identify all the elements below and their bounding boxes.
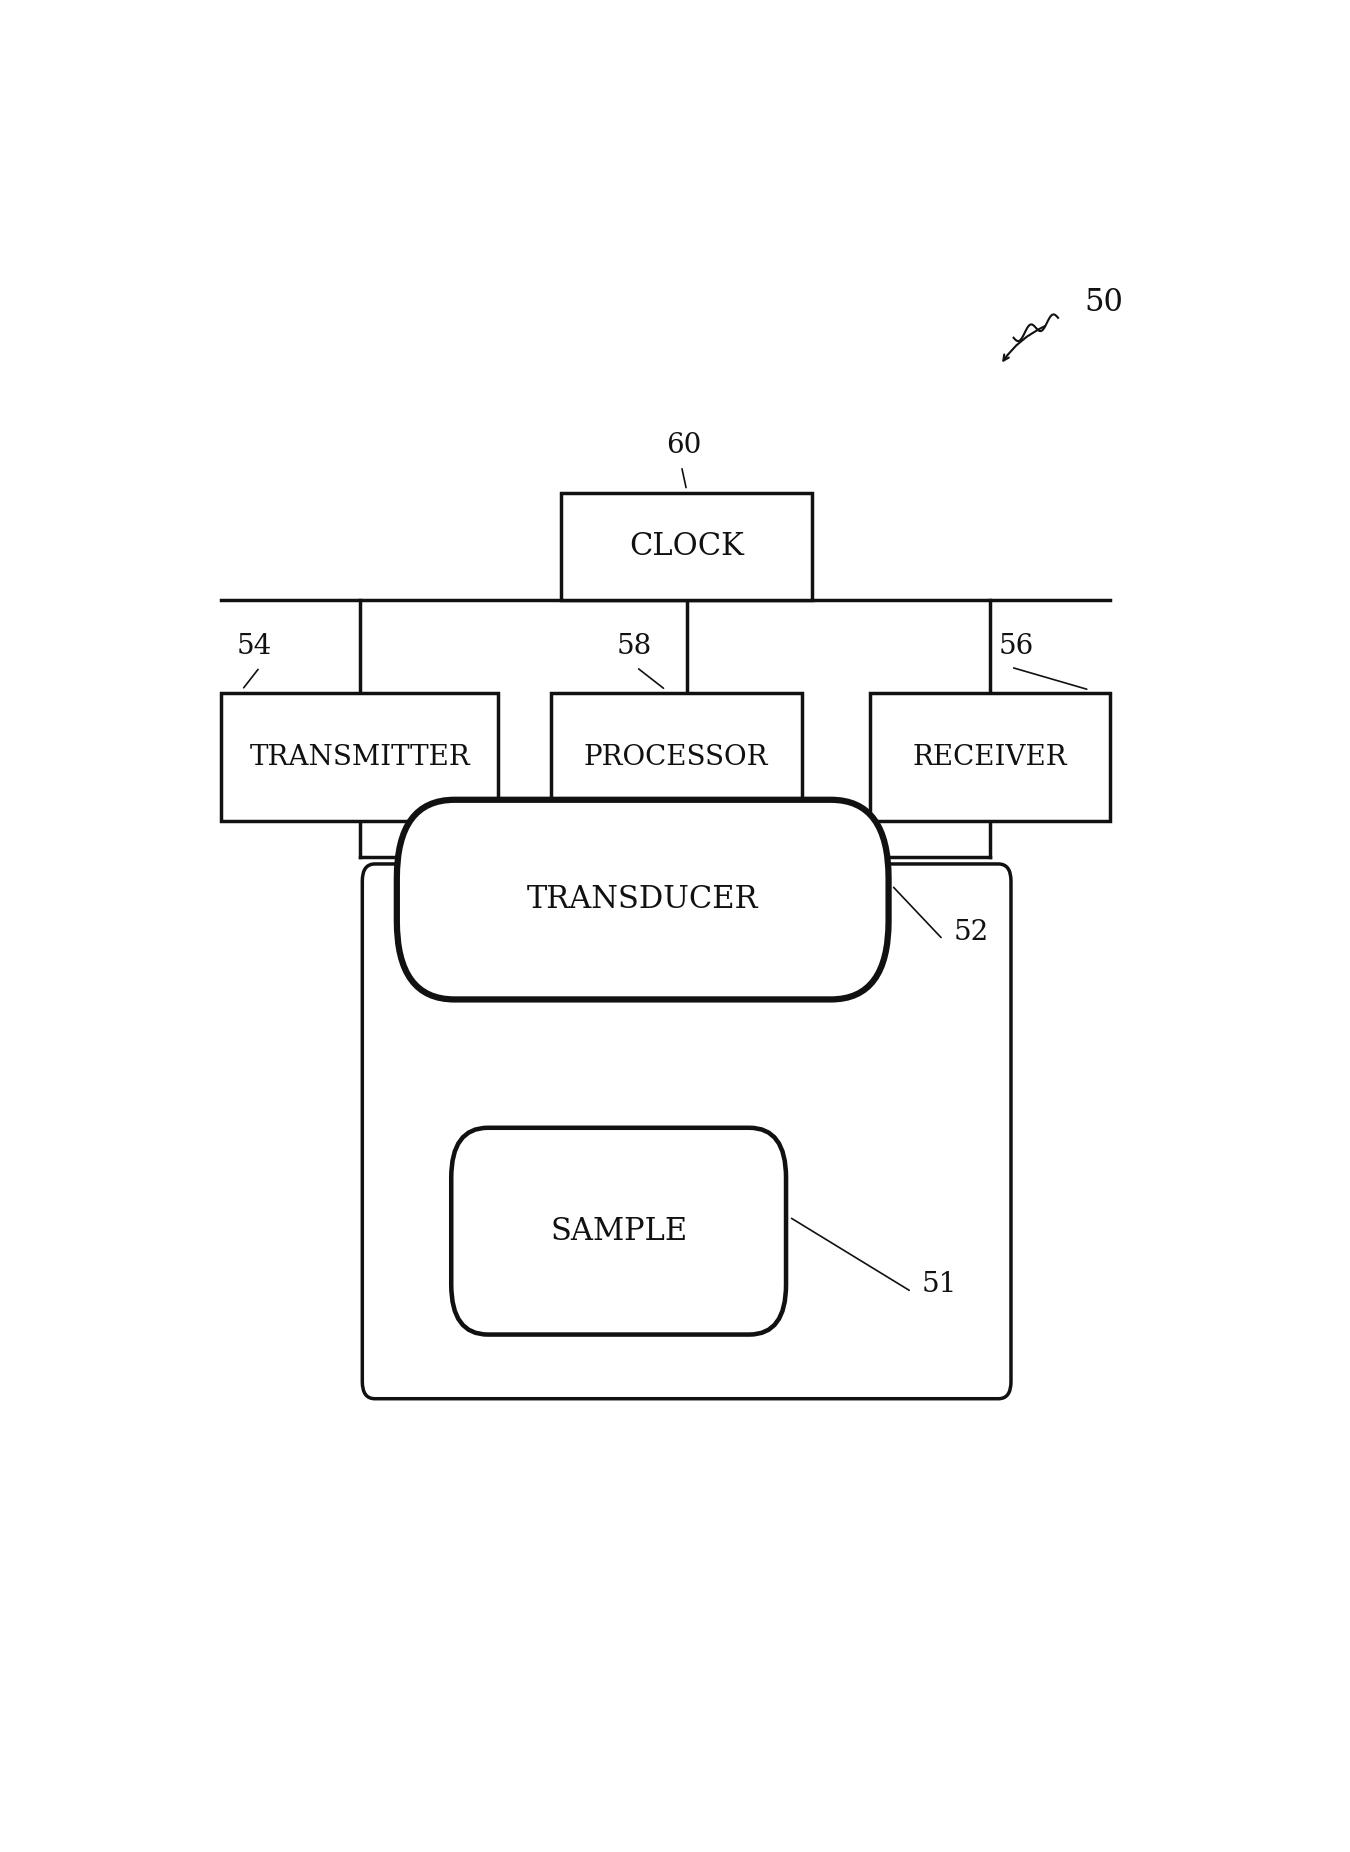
Bar	[551, 693, 802, 820]
Text: CLOCK: CLOCK	[629, 532, 744, 563]
FancyBboxPatch shape	[362, 863, 1011, 1398]
FancyBboxPatch shape	[451, 1128, 786, 1335]
Text: TRANSDUCER: TRANSDUCER	[526, 883, 759, 915]
Text: PROCESSOR: PROCESSOR	[585, 743, 768, 770]
Text: 58: 58	[617, 633, 652, 659]
Text: RECEIVER: RECEIVER	[913, 743, 1068, 770]
Text: 51: 51	[922, 1270, 957, 1298]
Text: 56: 56	[999, 633, 1034, 659]
Text: SAMPLE: SAMPLE	[549, 1215, 687, 1246]
FancyBboxPatch shape	[397, 800, 888, 1000]
Bar	[221, 693, 498, 820]
Bar	[869, 693, 1110, 820]
Text: 54: 54	[236, 633, 273, 659]
Text: 50: 50	[1084, 287, 1123, 317]
Text: 52: 52	[953, 919, 988, 946]
Text: TRANSMITTER: TRANSMITTER	[250, 743, 470, 770]
Bar	[562, 493, 813, 600]
Text: 60: 60	[666, 432, 701, 459]
